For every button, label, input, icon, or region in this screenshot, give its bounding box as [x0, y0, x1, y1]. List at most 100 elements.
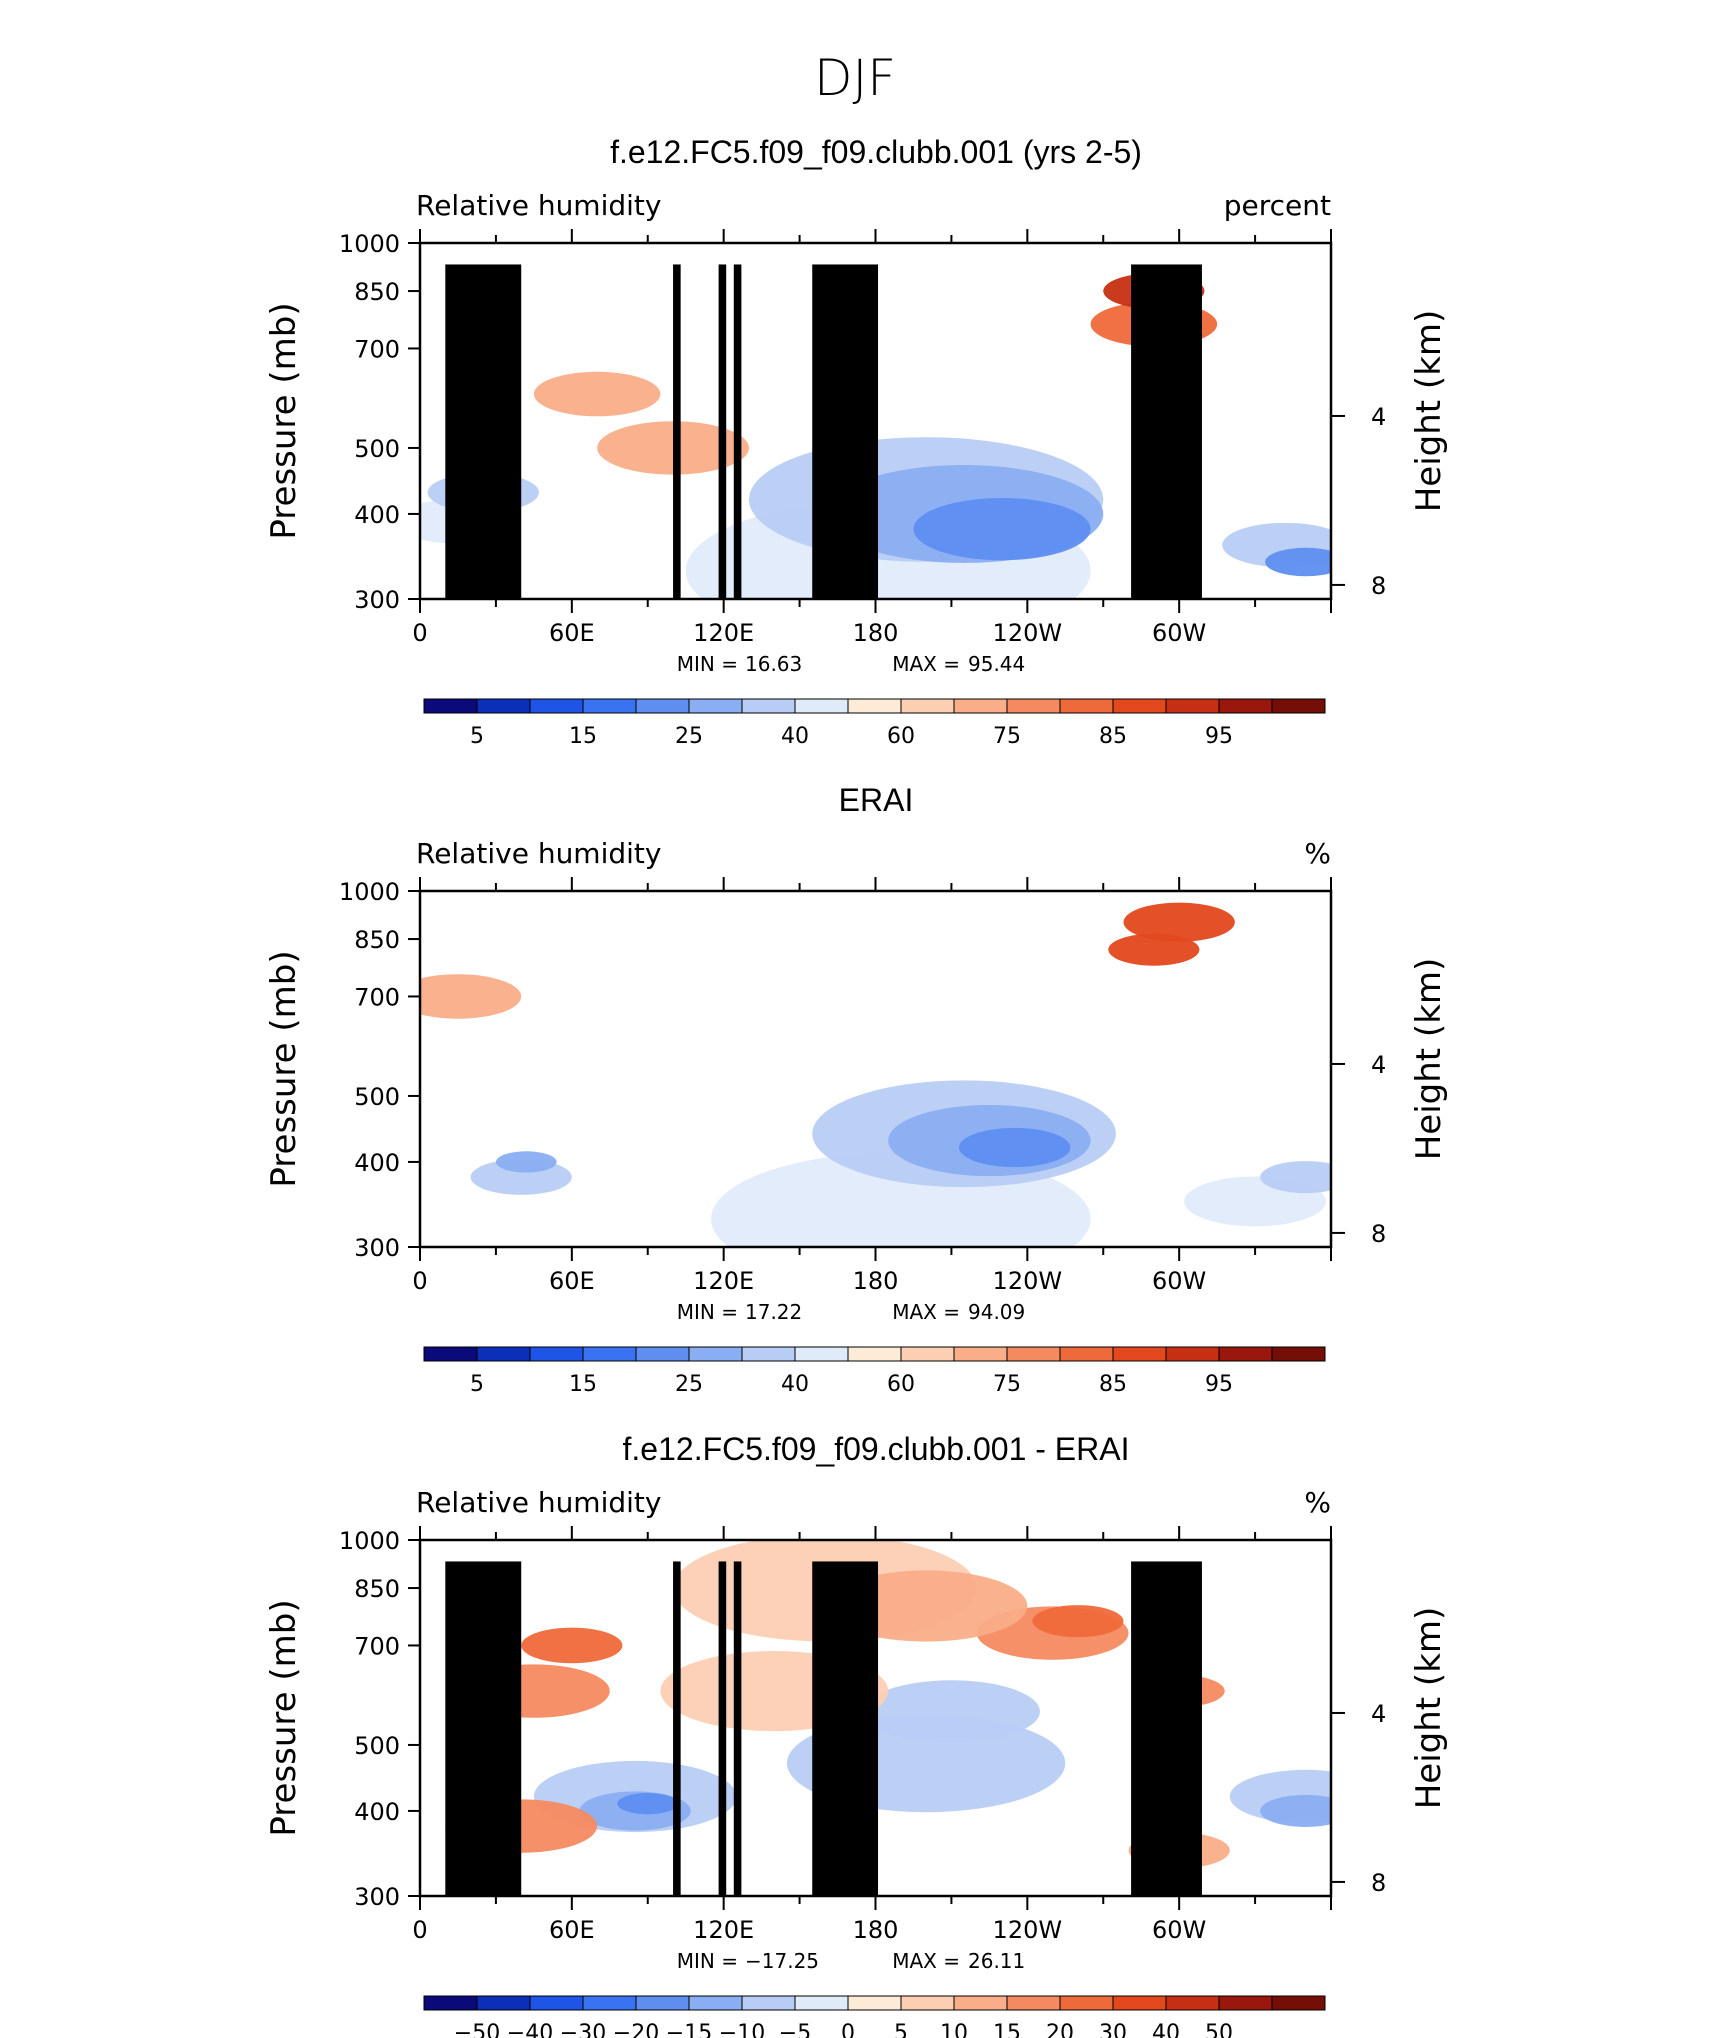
y-tick-label: 1000: [339, 230, 400, 258]
colorbar-label: 5: [894, 2021, 908, 2038]
colorbar-box: [635, 698, 690, 714]
colorbar-label: 15: [993, 2021, 1021, 2038]
x-tick-label: 120W: [993, 1267, 1063, 1295]
colorbar-box: [953, 698, 1008, 714]
colorbar-box: [953, 1995, 1008, 2011]
land-mask: [495, 284, 514, 599]
colorbar-box: [794, 1995, 849, 2011]
panels: f.e12.FC5.f09_f09.clubb.001 (yrs 2-5) Rel…: [264, 134, 1449, 2038]
colorbar-label: 95: [1205, 1372, 1233, 1397]
colorbar-box: [741, 698, 796, 714]
colorbar-box: [1165, 1995, 1220, 2011]
panel-units-label: percent: [1224, 189, 1331, 222]
colorbar-box: [635, 1346, 690, 1362]
y-tick-label: 400: [354, 1149, 400, 1177]
y-tick-label: 850: [354, 926, 400, 954]
contour-fill: [495, 1151, 557, 1173]
colorbar-label: 25: [675, 724, 703, 749]
colorbar-box: [1112, 1995, 1167, 2011]
y2-tick-label: 8: [1371, 572, 1386, 600]
panel-units-label: %: [1304, 837, 1331, 870]
panel-units-label: %: [1304, 1486, 1331, 1519]
colorbar-box: [794, 698, 849, 714]
y2-tick-label: 4: [1371, 1051, 1386, 1079]
panel-variable-label: Relative humidity: [416, 837, 661, 870]
x-tick-label: 0: [412, 1916, 427, 1944]
colorbar-box: [847, 1346, 902, 1362]
panel-variable-label: Relative humidity: [416, 189, 661, 222]
y-tick-label: 700: [354, 335, 400, 363]
y-tick-label: 300: [354, 1883, 400, 1911]
x-tick-label: 180: [853, 1267, 899, 1295]
stats-min-value: 17.22: [745, 1300, 802, 1324]
x-tick-label: 0: [412, 1267, 427, 1295]
colorbar-box: [423, 1346, 478, 1362]
x-tick-label: 60W: [1152, 1267, 1206, 1295]
y-axis-label: Pressure (mb): [264, 1599, 304, 1836]
y2-tick-label: 8: [1371, 1220, 1386, 1248]
stats-min-label: MIN =: [677, 1949, 738, 1973]
colorbar-box: [1218, 698, 1273, 714]
colorbar-box: [1059, 1346, 1114, 1362]
y2-axis-label: Height (km): [1409, 958, 1449, 1161]
colorbar-box: [794, 1346, 849, 1362]
contour-fill: [1265, 547, 1331, 577]
land-mask: [718, 264, 727, 599]
land-mask: [673, 264, 681, 599]
colorbar-box: [1271, 698, 1326, 714]
colorbar-box: [423, 1995, 478, 2011]
colorbar-label: 75: [993, 1372, 1021, 1397]
colorbar-box: [582, 698, 637, 714]
colorbar-label: 15: [569, 1372, 597, 1397]
colorbar-label: 60: [887, 724, 915, 749]
contour-fill: [617, 1792, 679, 1815]
stats-min-label: MIN =: [677, 652, 738, 676]
contour-fill: [913, 497, 1091, 561]
x-tick-label: 60W: [1152, 619, 1206, 647]
colorbar-box: [1006, 1346, 1061, 1362]
y2-axis-label: Height (km): [1409, 310, 1449, 513]
land-mask: [733, 1561, 742, 1896]
colorbar-label: 15: [569, 724, 597, 749]
colorbar-box: [900, 1995, 955, 2011]
y-tick-label: 300: [354, 586, 400, 614]
panel-title: ERAI: [839, 782, 914, 818]
colorbar-label: 50: [1205, 2021, 1233, 2038]
stats-max-value: 94.09: [968, 1300, 1025, 1324]
panel-variable-label: Relative humidity: [416, 1486, 661, 1519]
colorbar-box: [529, 1346, 584, 1362]
stats-max-value: 26.11: [968, 1949, 1025, 1973]
stats-max-label: MAX =: [892, 652, 960, 676]
contour-fill: [533, 371, 661, 417]
colorbar-box: [423, 698, 478, 714]
colorbar-box: [1006, 1995, 1061, 2011]
y-tick-label: 300: [354, 1234, 400, 1262]
y-tick-label: 1000: [339, 878, 400, 906]
contour-fill: [862, 1680, 1040, 1743]
colorbar-box: [476, 1346, 531, 1362]
land-mask: [733, 264, 742, 599]
x-tick-label: 120E: [693, 619, 754, 647]
contour-fill: [959, 1127, 1071, 1168]
y-tick-label: 400: [354, 1798, 400, 1826]
page-title: DJF: [814, 49, 896, 107]
x-tick-label: 120E: [693, 1267, 754, 1295]
panel-title: f.e12.FC5.f09_f09.clubb.001 - ERAI: [623, 1431, 1130, 1467]
stats-min-label: MIN =: [677, 1300, 738, 1324]
x-tick-label: 180: [853, 619, 899, 647]
contour-fill: [1260, 1794, 1331, 1827]
land-mask: [718, 1561, 727, 1896]
y-tick-label: 1000: [339, 1527, 400, 1555]
colorbar-label: −40: [507, 2021, 553, 2038]
colorbar-box: [1059, 1995, 1114, 2011]
land-mask: [495, 1581, 514, 1896]
colorbar-box: [1271, 1995, 1326, 2011]
x-tick-label: 120W: [993, 1916, 1063, 1944]
colorbar-box: [1218, 1346, 1273, 1362]
colorbar-label: 40: [1152, 2021, 1180, 2038]
land-mask: [1131, 1561, 1202, 1896]
colorbar-label: 25: [675, 1372, 703, 1397]
x-tick-label: 120W: [993, 619, 1063, 647]
colorbar-box: [476, 1995, 531, 2011]
colorbar-label: −10: [719, 2021, 765, 2038]
